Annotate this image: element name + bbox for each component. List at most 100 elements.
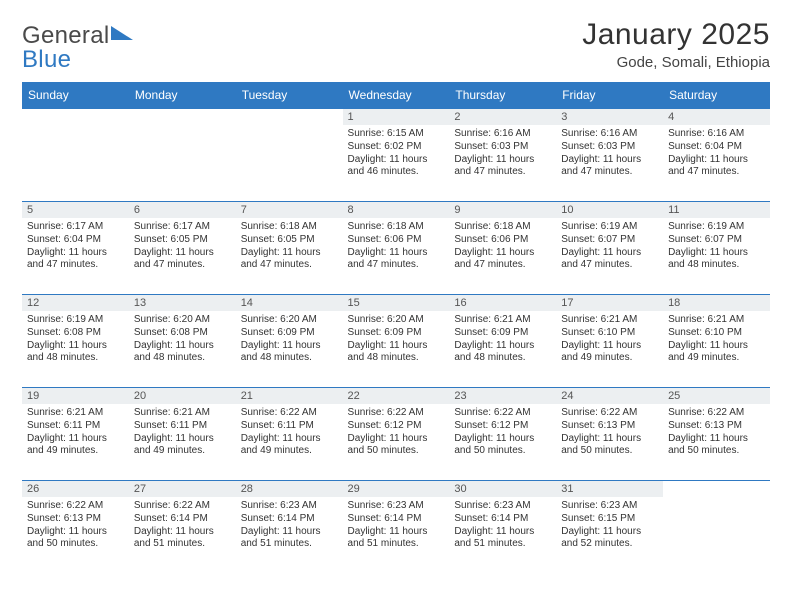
day-number: 3 bbox=[556, 109, 663, 125]
dow-header: Tuesday bbox=[236, 82, 343, 109]
day-number: 21 bbox=[236, 388, 343, 404]
calendar-day-cell bbox=[22, 109, 129, 202]
sunset-text: Sunset: 6:08 PM bbox=[27, 327, 124, 340]
daylight-text: Daylight: 11 hours and 46 minutes. bbox=[348, 154, 445, 180]
day-details: Sunrise: 6:22 AMSunset: 6:12 PMDaylight:… bbox=[343, 404, 450, 460]
day-details: Sunrise: 6:19 AMSunset: 6:08 PMDaylight:… bbox=[22, 311, 129, 367]
day-details: Sunrise: 6:23 AMSunset: 6:14 PMDaylight:… bbox=[343, 497, 450, 553]
day-details: Sunrise: 6:21 AMSunset: 6:11 PMDaylight:… bbox=[129, 404, 236, 460]
triangle-icon bbox=[111, 26, 133, 40]
sunrise-text: Sunrise: 6:21 AM bbox=[134, 407, 231, 420]
calendar-day-cell: 28Sunrise: 6:23 AMSunset: 6:14 PMDayligh… bbox=[236, 481, 343, 574]
sunset-text: Sunset: 6:03 PM bbox=[561, 141, 658, 154]
day-details: Sunrise: 6:17 AMSunset: 6:04 PMDaylight:… bbox=[22, 218, 129, 274]
daylight-text: Daylight: 11 hours and 48 minutes. bbox=[348, 340, 445, 366]
sunrise-text: Sunrise: 6:23 AM bbox=[241, 500, 338, 513]
calendar-week-row: 26Sunrise: 6:22 AMSunset: 6:13 PMDayligh… bbox=[22, 481, 770, 574]
day-details: Sunrise: 6:19 AMSunset: 6:07 PMDaylight:… bbox=[663, 218, 770, 274]
daylight-text: Daylight: 11 hours and 51 minutes. bbox=[241, 526, 338, 552]
daylight-text: Daylight: 11 hours and 48 minutes. bbox=[134, 340, 231, 366]
sunset-text: Sunset: 6:08 PM bbox=[134, 327, 231, 340]
sunrise-text: Sunrise: 6:18 AM bbox=[241, 221, 338, 234]
day-details: Sunrise: 6:18 AMSunset: 6:06 PMDaylight:… bbox=[343, 218, 450, 274]
calendar-week-row: 5Sunrise: 6:17 AMSunset: 6:04 PMDaylight… bbox=[22, 202, 770, 295]
daylight-text: Daylight: 11 hours and 50 minutes. bbox=[348, 433, 445, 459]
calendar-day-cell: 18Sunrise: 6:21 AMSunset: 6:10 PMDayligh… bbox=[663, 295, 770, 388]
calendar-day-cell: 14Sunrise: 6:20 AMSunset: 6:09 PMDayligh… bbox=[236, 295, 343, 388]
calendar-day-cell: 5Sunrise: 6:17 AMSunset: 6:04 PMDaylight… bbox=[22, 202, 129, 295]
calendar-day-cell: 27Sunrise: 6:22 AMSunset: 6:14 PMDayligh… bbox=[129, 481, 236, 574]
sunrise-text: Sunrise: 6:21 AM bbox=[561, 314, 658, 327]
calendar-day-cell: 26Sunrise: 6:22 AMSunset: 6:13 PMDayligh… bbox=[22, 481, 129, 574]
day-details: Sunrise: 6:21 AMSunset: 6:09 PMDaylight:… bbox=[449, 311, 556, 367]
calendar-day-cell: 29Sunrise: 6:23 AMSunset: 6:14 PMDayligh… bbox=[343, 481, 450, 574]
day-details: Sunrise: 6:20 AMSunset: 6:09 PMDaylight:… bbox=[343, 311, 450, 367]
day-details: Sunrise: 6:23 AMSunset: 6:14 PMDaylight:… bbox=[449, 497, 556, 553]
day-number: 31 bbox=[556, 481, 663, 497]
sunset-text: Sunset: 6:06 PM bbox=[454, 234, 551, 247]
daylight-text: Daylight: 11 hours and 51 minutes. bbox=[454, 526, 551, 552]
calendar-day-cell: 13Sunrise: 6:20 AMSunset: 6:08 PMDayligh… bbox=[129, 295, 236, 388]
day-details: Sunrise: 6:17 AMSunset: 6:05 PMDaylight:… bbox=[129, 218, 236, 274]
daylight-text: Daylight: 11 hours and 50 minutes. bbox=[668, 433, 765, 459]
sunset-text: Sunset: 6:14 PM bbox=[134, 513, 231, 526]
sunrise-text: Sunrise: 6:15 AM bbox=[348, 128, 445, 141]
day-number bbox=[22, 109, 129, 125]
sunrise-text: Sunrise: 6:21 AM bbox=[27, 407, 124, 420]
daylight-text: Daylight: 11 hours and 47 minutes. bbox=[134, 247, 231, 273]
day-details: Sunrise: 6:21 AMSunset: 6:10 PMDaylight:… bbox=[663, 311, 770, 367]
day-number: 24 bbox=[556, 388, 663, 404]
day-number: 26 bbox=[22, 481, 129, 497]
sunrise-text: Sunrise: 6:16 AM bbox=[668, 128, 765, 141]
calendar-week-row: 12Sunrise: 6:19 AMSunset: 6:08 PMDayligh… bbox=[22, 295, 770, 388]
sunrise-text: Sunrise: 6:16 AM bbox=[454, 128, 551, 141]
sunset-text: Sunset: 6:05 PM bbox=[134, 234, 231, 247]
sunrise-text: Sunrise: 6:22 AM bbox=[348, 407, 445, 420]
day-number: 18 bbox=[663, 295, 770, 311]
sunset-text: Sunset: 6:06 PM bbox=[348, 234, 445, 247]
day-number: 6 bbox=[129, 202, 236, 218]
calendar-day-cell: 31Sunrise: 6:23 AMSunset: 6:15 PMDayligh… bbox=[556, 481, 663, 574]
daylight-text: Daylight: 11 hours and 47 minutes. bbox=[668, 154, 765, 180]
day-details: Sunrise: 6:16 AMSunset: 6:04 PMDaylight:… bbox=[663, 125, 770, 181]
brand-part2: Blue bbox=[22, 46, 71, 73]
day-number: 9 bbox=[449, 202, 556, 218]
daylight-text: Daylight: 11 hours and 49 minutes. bbox=[668, 340, 765, 366]
day-number bbox=[236, 109, 343, 125]
calendar-day-cell: 21Sunrise: 6:22 AMSunset: 6:11 PMDayligh… bbox=[236, 388, 343, 481]
sunrise-text: Sunrise: 6:23 AM bbox=[561, 500, 658, 513]
sunset-text: Sunset: 6:13 PM bbox=[668, 420, 765, 433]
daylight-text: Daylight: 11 hours and 49 minutes. bbox=[27, 433, 124, 459]
calendar-week-row: 19Sunrise: 6:21 AMSunset: 6:11 PMDayligh… bbox=[22, 388, 770, 481]
day-details: Sunrise: 6:19 AMSunset: 6:07 PMDaylight:… bbox=[556, 218, 663, 274]
location-subtitle: Gode, Somali, Ethiopia bbox=[582, 54, 770, 71]
day-details: Sunrise: 6:20 AMSunset: 6:09 PMDaylight:… bbox=[236, 311, 343, 367]
sunrise-text: Sunrise: 6:17 AM bbox=[134, 221, 231, 234]
calendar-day-cell: 8Sunrise: 6:18 AMSunset: 6:06 PMDaylight… bbox=[343, 202, 450, 295]
sunrise-text: Sunrise: 6:23 AM bbox=[454, 500, 551, 513]
sunrise-text: Sunrise: 6:18 AM bbox=[348, 221, 445, 234]
daylight-text: Daylight: 11 hours and 47 minutes. bbox=[561, 247, 658, 273]
day-details: Sunrise: 6:16 AMSunset: 6:03 PMDaylight:… bbox=[556, 125, 663, 181]
sunrise-text: Sunrise: 6:20 AM bbox=[348, 314, 445, 327]
calendar-table: SundayMondayTuesdayWednesdayThursdayFrid… bbox=[22, 82, 770, 574]
calendar-day-cell: 20Sunrise: 6:21 AMSunset: 6:11 PMDayligh… bbox=[129, 388, 236, 481]
day-number: 14 bbox=[236, 295, 343, 311]
sunrise-text: Sunrise: 6:20 AM bbox=[241, 314, 338, 327]
calendar-page: GeneralBlue January 2025 Gode, Somali, E… bbox=[0, 0, 792, 612]
day-details: Sunrise: 6:18 AMSunset: 6:06 PMDaylight:… bbox=[449, 218, 556, 274]
sunrise-text: Sunrise: 6:22 AM bbox=[241, 407, 338, 420]
sunrise-text: Sunrise: 6:23 AM bbox=[348, 500, 445, 513]
day-number: 10 bbox=[556, 202, 663, 218]
sunrise-text: Sunrise: 6:19 AM bbox=[668, 221, 765, 234]
calendar-day-cell bbox=[129, 109, 236, 202]
calendar-day-cell: 15Sunrise: 6:20 AMSunset: 6:09 PMDayligh… bbox=[343, 295, 450, 388]
day-details: Sunrise: 6:20 AMSunset: 6:08 PMDaylight:… bbox=[129, 311, 236, 367]
calendar-day-cell: 11Sunrise: 6:19 AMSunset: 6:07 PMDayligh… bbox=[663, 202, 770, 295]
day-number: 11 bbox=[663, 202, 770, 218]
sunset-text: Sunset: 6:11 PM bbox=[27, 420, 124, 433]
sunset-text: Sunset: 6:14 PM bbox=[241, 513, 338, 526]
day-details: Sunrise: 6:22 AMSunset: 6:13 PMDaylight:… bbox=[22, 497, 129, 553]
sunset-text: Sunset: 6:15 PM bbox=[561, 513, 658, 526]
calendar-day-cell: 7Sunrise: 6:18 AMSunset: 6:05 PMDaylight… bbox=[236, 202, 343, 295]
